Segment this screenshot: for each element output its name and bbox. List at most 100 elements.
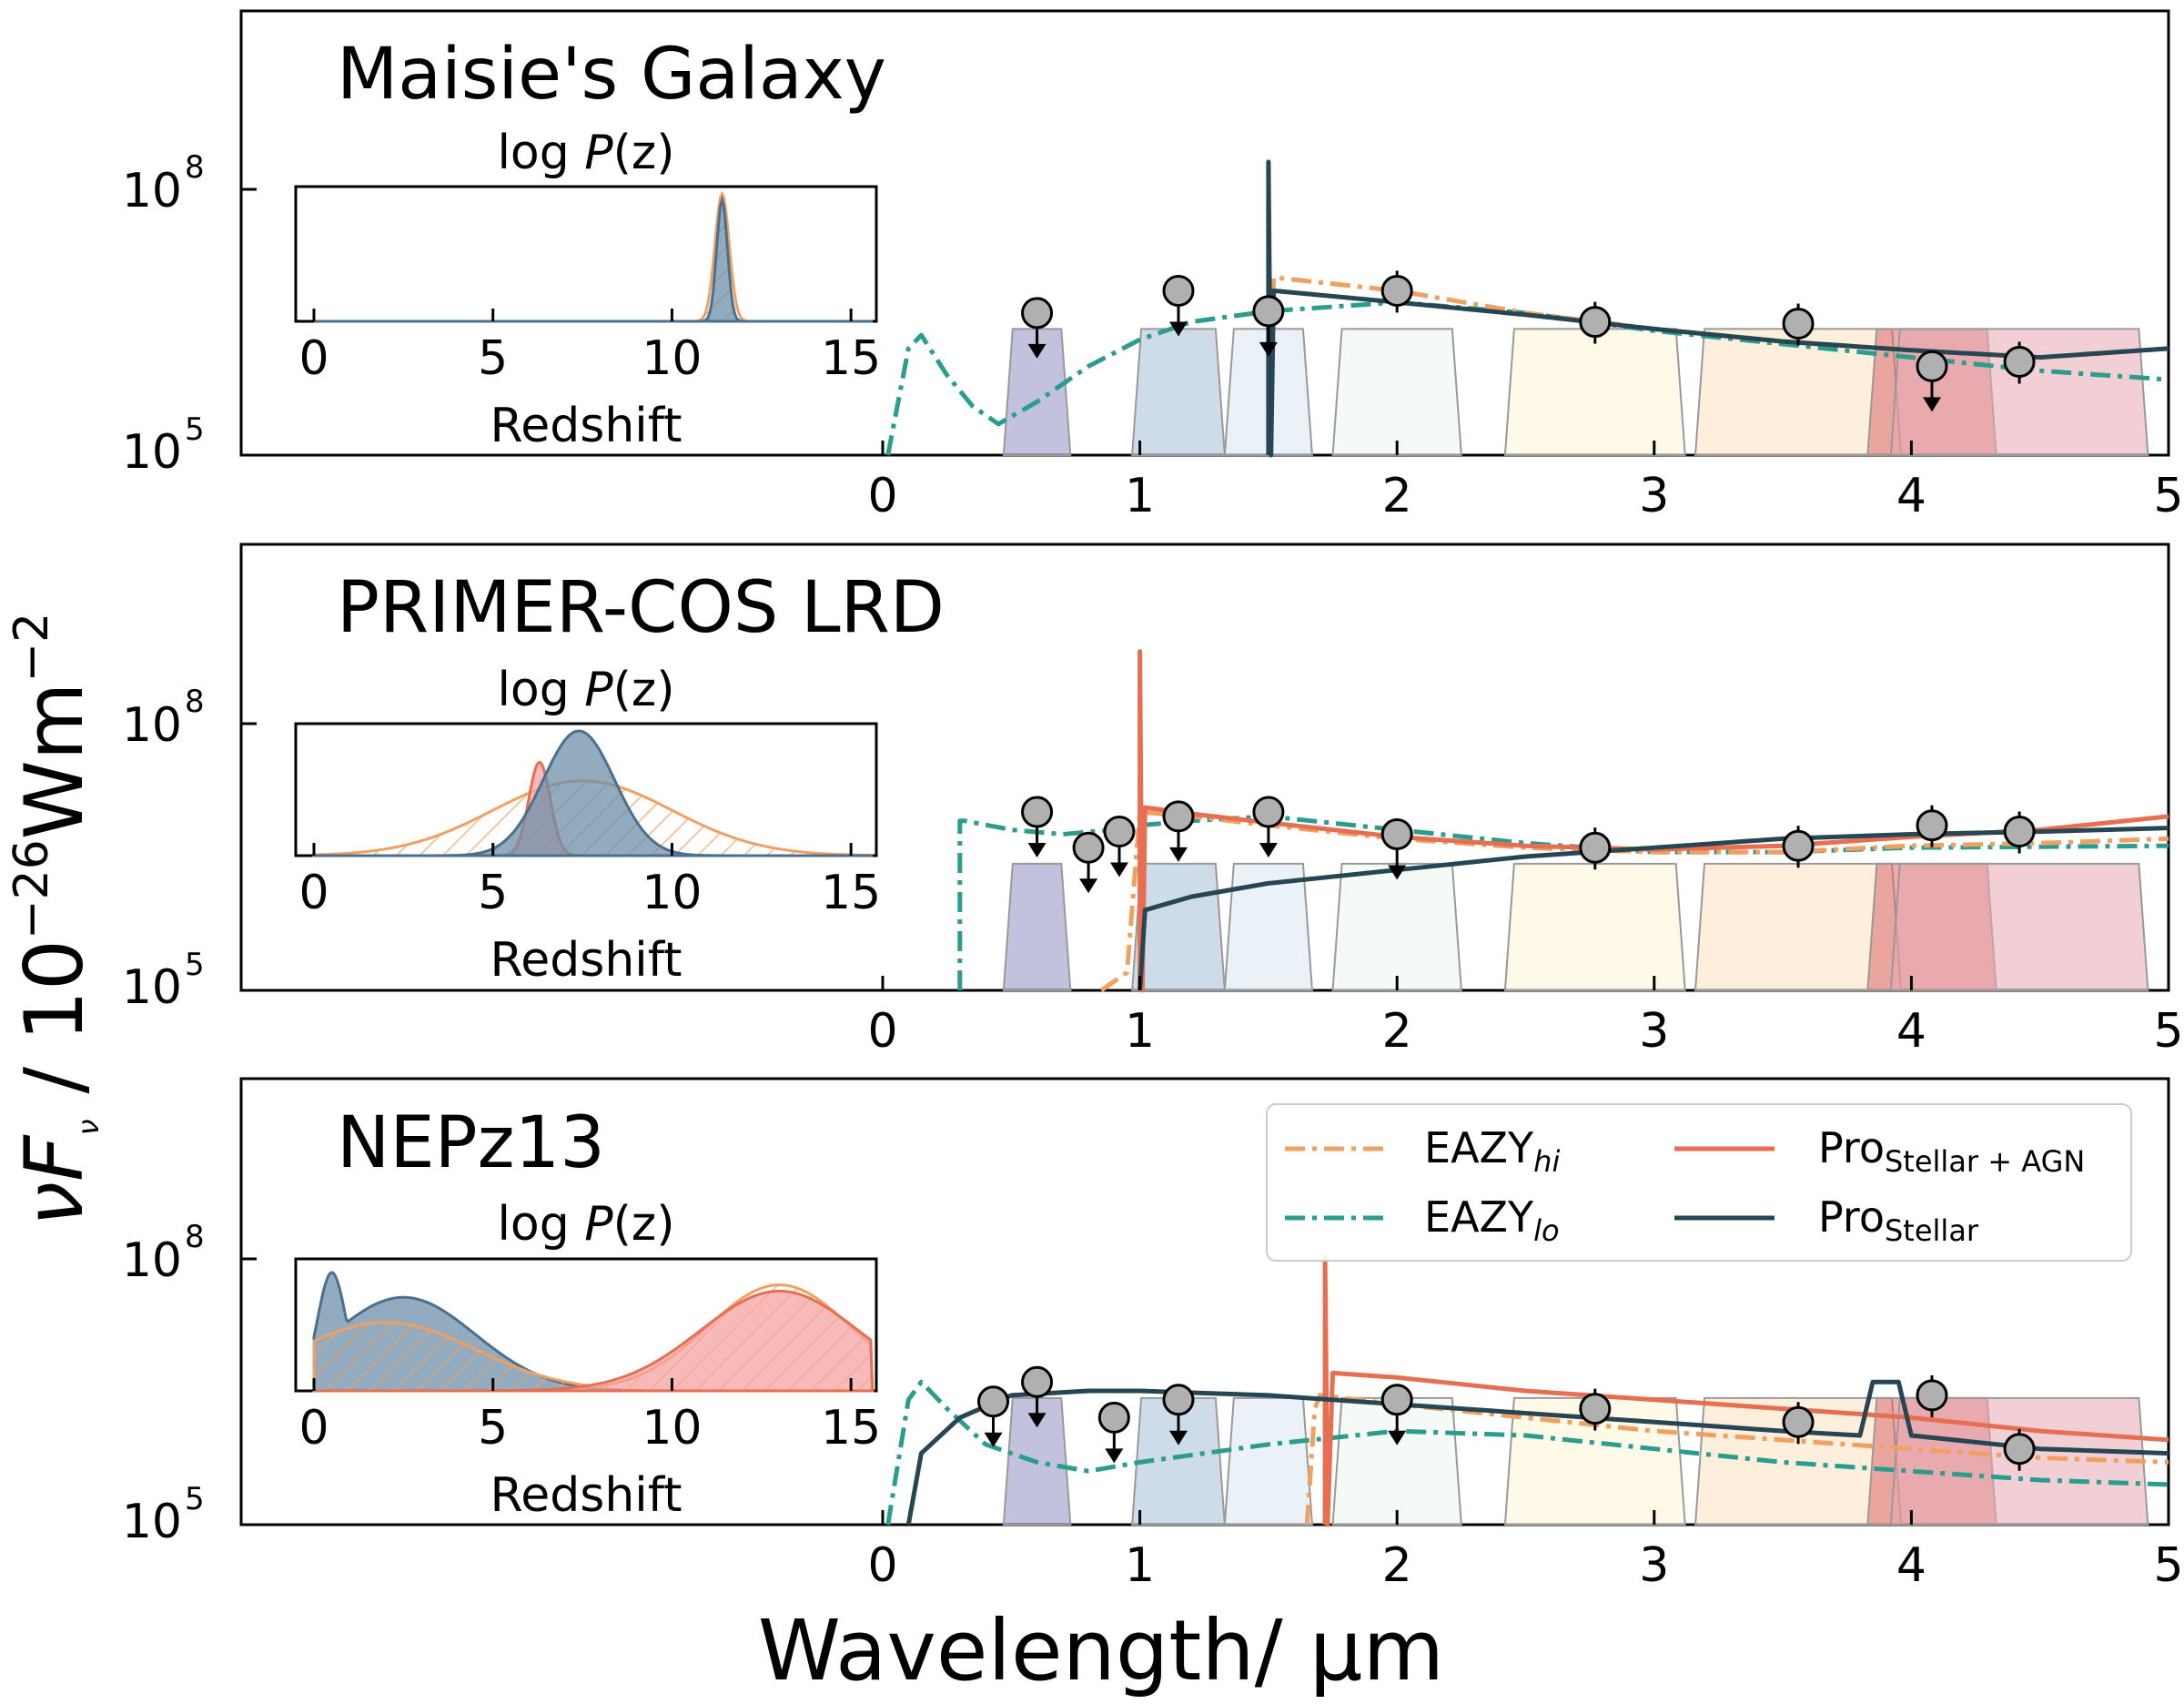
x-tick-label: 0 [867, 1004, 897, 1059]
photometry-marker [1162, 1384, 1195, 1416]
photometry-upper-limit [977, 1385, 1010, 1447]
photometry-upper-limit [1252, 796, 1285, 857]
pz-pro-stellar-agn [314, 1289, 875, 1393]
x-tick-label: 3 [1639, 1004, 1669, 1059]
x-tick-label: 0 [867, 1538, 897, 1593]
svg-text:8: 8 [185, 149, 205, 186]
photometry-upper-limit [1021, 297, 1054, 359]
photometry-marker [1252, 295, 1285, 328]
svg-text:ProStellar: ProStellar [1818, 1192, 1979, 1248]
x-tick-label: 1 [1125, 1538, 1155, 1593]
photometry-marker [2003, 1433, 2036, 1466]
photometry-upper-limit [1252, 295, 1285, 357]
photometry-marker [1782, 829, 1815, 862]
y-tick-1e5: 10 5 [122, 1481, 205, 1549]
legend-frame [1266, 1103, 2132, 1262]
photometry-upper-limit [1162, 1384, 1195, 1445]
x-tick-label: 2 [1382, 469, 1412, 523]
filter-band [1223, 862, 1314, 991]
x-tick-label: 0 [867, 469, 897, 523]
series-eazy-lo [885, 1379, 2169, 1526]
photometry-point [1380, 270, 1413, 313]
inset-xlabel: Redshift [490, 1468, 682, 1523]
inset-tick-label: 5 [478, 1401, 508, 1456]
y-axis-label: νFν / 10−26Wm−2 [5, 613, 106, 1226]
photometry-point [1579, 301, 1612, 344]
x-tick-label: 5 [2153, 1538, 2183, 1593]
y-tick-1e8: 10 8 [122, 149, 257, 218]
photometry-marker [1103, 816, 1136, 848]
y-tick-1e5: 10 5 [122, 411, 205, 480]
filter-band [1331, 328, 1462, 456]
filter-band [1223, 1396, 1314, 1526]
photometry-marker [1021, 297, 1054, 330]
upper-limit-arrow [984, 1432, 1003, 1447]
x-axis-label: Wavelength/ μm [758, 1602, 1444, 1699]
y-tick-1e5: 10 5 [122, 947, 205, 1015]
inset: log P(z) Redshift 0 5 10 15 [294, 126, 881, 453]
upper-limit-arrow [1105, 1448, 1124, 1464]
svg-text:ProStellar + AGN: ProStellar + AGN [1818, 1123, 2085, 1179]
upper-limit-arrow [1027, 1413, 1046, 1428]
photometry-upper-limit [1097, 1401, 1130, 1464]
x-tick-label: 3 [1639, 1538, 1669, 1593]
x-tick-label: 1 [1125, 1004, 1155, 1059]
inset-tick-label: 0 [298, 1401, 329, 1456]
x-ticks: 0 1 2 3 4 5 [867, 976, 2184, 1059]
inset-title: log P(z) [497, 126, 674, 180]
series-pro-stellar [1138, 826, 2169, 991]
x-ticks: 0 1 2 3 4 5 [867, 441, 2184, 523]
x-tick-label: 4 [1896, 1538, 1926, 1593]
panel-primer-cos-lrd: PRIMER-COS LRD 10 8 10 5 0 1 2 3 4 5 log P(z)… [122, 543, 2184, 1059]
photometry-marker [1162, 800, 1195, 833]
panel-title: NEPz13 [337, 1102, 605, 1184]
photometry-marker [1097, 1401, 1130, 1434]
photometry-point [1579, 1388, 1612, 1431]
inset-xlabel: Redshift [490, 399, 682, 453]
photometry-upper-limit [1103, 816, 1136, 877]
upper-limit-arrow [1388, 1430, 1407, 1445]
photometry-marker [1380, 274, 1413, 307]
photometry-point [1916, 805, 1948, 847]
upper-limit-arrow [1168, 321, 1188, 337]
photometry-point [1782, 1402, 1815, 1445]
plot-area [957, 649, 2169, 993]
photometry-upper-limit [1916, 350, 1948, 412]
inset-tick-label: 5 [478, 331, 508, 386]
filter-band [1503, 1396, 1686, 1526]
plot-area [885, 1254, 2169, 1527]
x-ticks: 0 1 2 3 4 5 [867, 1510, 2184, 1593]
series-eazy-lo [885, 299, 2169, 456]
upper-limit-arrow [1168, 847, 1188, 862]
filter-band [1331, 1396, 1462, 1526]
photometry-point [1782, 303, 1815, 346]
photometry-marker [1916, 1379, 1948, 1412]
inset-tick-label: 0 [298, 331, 329, 386]
svg-text:10: 10 [122, 425, 182, 480]
svg-text:10: 10 [122, 164, 182, 218]
photometry-marker [977, 1385, 1010, 1418]
x-tick-label: 2 [1382, 1538, 1412, 1593]
filter-band [1331, 862, 1462, 991]
photometry-marker [1782, 1405, 1815, 1438]
y-tick-1e8: 10 8 [122, 1219, 257, 1288]
pz-pro-stellar [314, 195, 873, 323]
series-pro-stellar-agn [1322, 1254, 2169, 1527]
upper-limit-arrow [1923, 397, 1942, 412]
y-tick-1e8: 10 8 [122, 684, 257, 753]
svg-text:10: 10 [122, 960, 182, 1015]
svg-text:5: 5 [185, 411, 205, 448]
upper-limit-arrow [1079, 878, 1098, 894]
panel-nepz13: NEPz13 10 8 10 5 0 1 2 3 4 5 log P(z) Redshif… [122, 1077, 2184, 1593]
svg-text:EAZYhi: EAZYhi [1424, 1123, 1560, 1179]
inset-frame [294, 185, 878, 323]
inset-xlabel: Redshift [490, 933, 682, 988]
photometry-marker [1162, 274, 1195, 307]
inset-title: log P(z) [497, 1197, 674, 1252]
svg-text:10: 10 [122, 1495, 182, 1549]
photometry-upper-limit [1072, 831, 1105, 894]
photometry-marker [1072, 831, 1105, 864]
x-tick-label: 5 [2153, 1004, 2183, 1059]
inset-tick-label: 10 [642, 866, 702, 920]
